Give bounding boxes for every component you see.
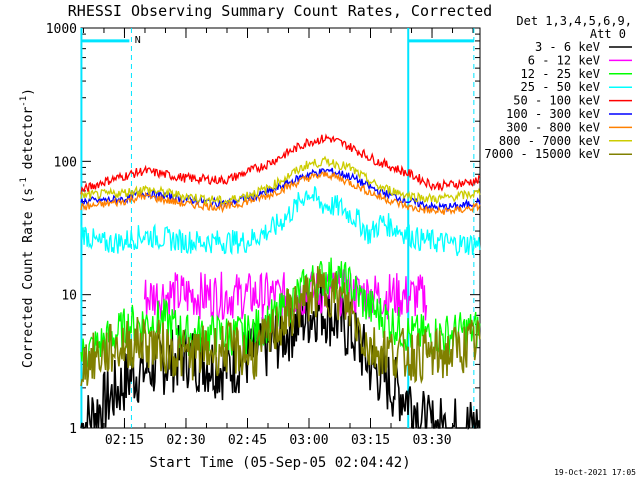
y-tick-label: 1000 <box>46 22 77 37</box>
series-line <box>80 186 481 257</box>
x-tick-label: 03:00 <box>289 433 328 448</box>
series-line <box>143 268 428 321</box>
series-line <box>80 257 481 368</box>
legend-label: 300 - 800 keV <box>506 120 600 134</box>
y-tick-label: 1 <box>69 422 77 437</box>
x-tick-label: 03:30 <box>412 433 451 448</box>
y-tick-label: 100 <box>54 155 77 170</box>
x-axis-label: Start Time (05-Sep-05 02:04:42) <box>149 455 410 471</box>
x-tick-label: 02:15 <box>105 433 144 448</box>
y-axis-label-part3: ) <box>21 88 36 96</box>
x-tick-label: 02:30 <box>166 433 205 448</box>
x-tick-label: 02:45 <box>228 433 267 448</box>
series-lines <box>80 133 481 430</box>
legend-label: 25 - 50 keV <box>521 80 600 94</box>
legend-label: 3 - 6 keV <box>535 40 600 54</box>
x-axis-ticks: 02:15 02:30 02:45 03:00 03:15 03:30 <box>82 28 474 448</box>
series-line <box>80 171 481 216</box>
series-line <box>80 133 481 195</box>
y-axis-label: Corrected Count Rate (s-1 detector-1) <box>19 88 36 368</box>
overlay-annotation: N <box>135 35 141 46</box>
legend-label: 7000 - 15000 keV <box>484 147 600 161</box>
legend-label: 50 - 100 keV <box>513 94 600 108</box>
plot-timestamp: 19-Oct-2021 17:05 <box>554 468 636 477</box>
legend-label: 100 - 300 keV <box>506 107 600 121</box>
series-line <box>80 167 481 213</box>
series-line <box>80 266 481 387</box>
y-axis-label-part2: detector <box>21 107 36 178</box>
x-tick-label: 03:15 <box>351 433 390 448</box>
series-line <box>80 155 481 205</box>
legend-title: Det 1,3,4,5,6,9, <box>516 14 632 28</box>
legend-subtitle: Att 0 <box>590 27 626 41</box>
y-axis-label-sup2: -1 <box>19 96 29 107</box>
legend-label: 800 - 7000 keV <box>499 134 600 148</box>
legend-label: 12 - 25 keV <box>521 67 600 81</box>
chart-title: RHESSI Observing Summary Count Rates, Co… <box>68 2 492 20</box>
y-axis-label-part1: Corrected Count Rate (s <box>21 188 36 368</box>
y-tick-label: 10 <box>61 289 77 304</box>
y-axis-label-sup1: -1 <box>19 177 29 188</box>
legend-label: 6 - 12 keV <box>528 53 600 67</box>
